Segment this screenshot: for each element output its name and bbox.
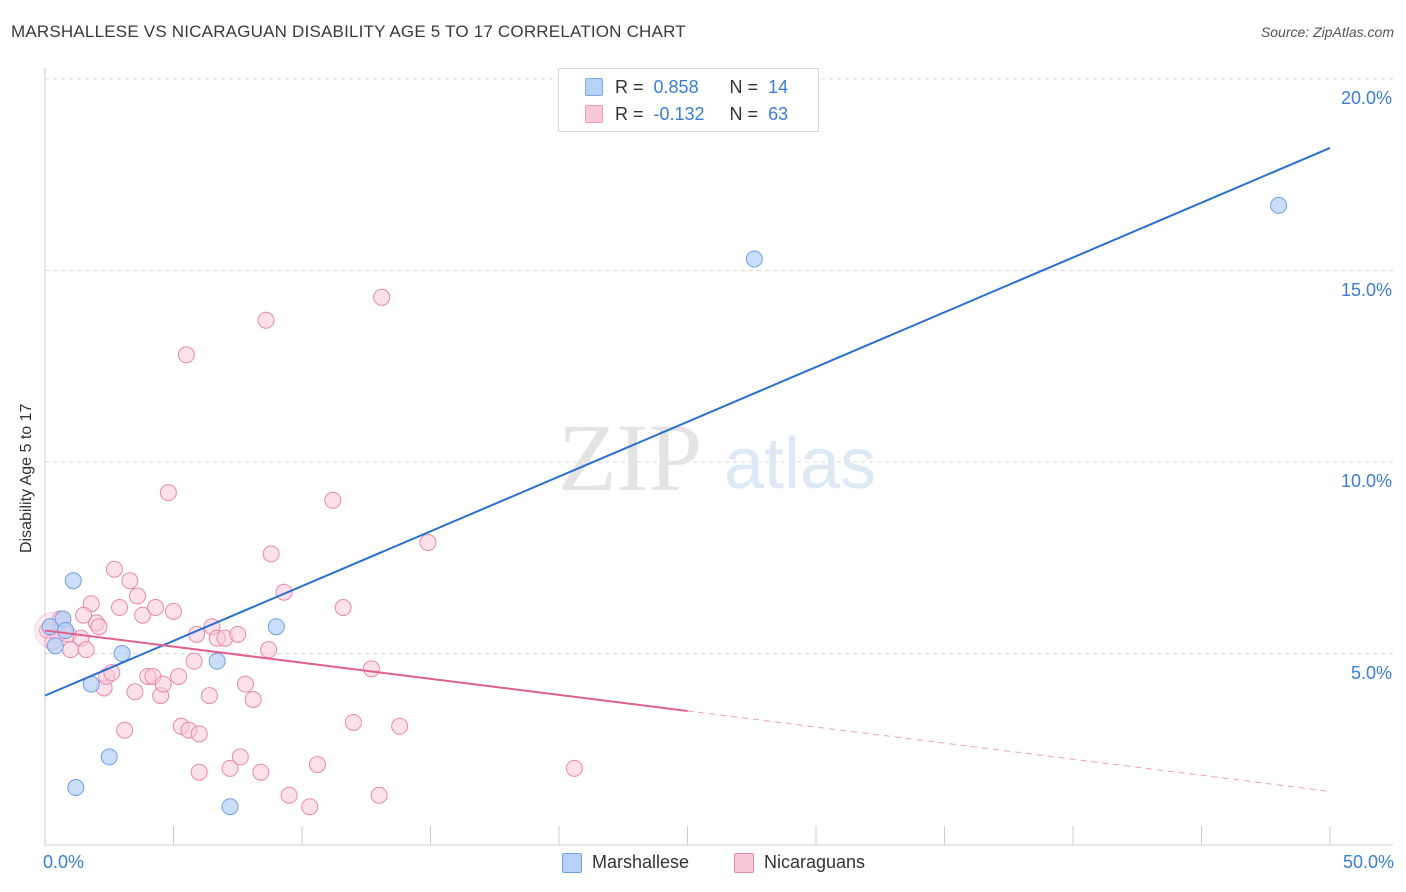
x-tick-label-min: 0.0% (43, 852, 85, 872)
nicaraguans-point (159, 484, 177, 502)
nicaraguans-point (165, 602, 182, 620)
nicaraguans-point (565, 759, 583, 777)
marshallese-legend-swatch (562, 852, 582, 873)
nicaraguans-point (177, 346, 195, 364)
r-value: -0.132 (653, 103, 705, 124)
marshallese-point (221, 798, 239, 816)
marshallese-point (1270, 196, 1288, 214)
nicaraguans-trend-extension (687, 710, 1331, 792)
watermark: ZIP atlas (558, 404, 876, 511)
nicaraguans-point (200, 687, 218, 705)
series-legend: Marshallese Nicaraguans (0, 852, 1406, 878)
nicaraguans-point (221, 759, 239, 777)
marshallese-point (745, 250, 763, 268)
nicaraguans-point (280, 786, 298, 804)
source-credit: Source: ZipAtlas.com (1260, 24, 1394, 40)
y-tick-label: 20.0% (1340, 88, 1392, 108)
nicaraguans-point (90, 618, 108, 636)
legend-item-marshallese: Marshallese (562, 852, 689, 873)
legend-label-nicaraguans: Nicaraguans (764, 852, 866, 872)
n-label: N = (729, 76, 759, 97)
marshallese-points (41, 196, 1288, 816)
nicaraguans-point (111, 599, 129, 617)
trend-lines (44, 147, 1331, 792)
nicaraguans-point (334, 599, 352, 617)
nicaraguans-point (301, 798, 319, 816)
nicaraguans-point (185, 652, 203, 670)
y-axis-label: Disability Age 5 to 17 (18, 403, 35, 553)
nicaraguans-point (308, 756, 326, 774)
nicaraguans-point (260, 641, 278, 659)
nicaraguans-trend-line (44, 629, 688, 712)
nicaraguans-point (190, 763, 208, 781)
r-label: R = (615, 103, 644, 124)
axes (44, 68, 1393, 846)
y-tick-label: 5.0% (1350, 662, 1392, 683)
watermark-zip: ZIP (558, 404, 702, 511)
nicaraguans-point (154, 675, 172, 693)
r-value: 0.858 (653, 76, 699, 97)
y-tick-label: 10.0% (1340, 471, 1392, 491)
marshallese-point (46, 637, 64, 655)
nicaraguans-point (324, 491, 342, 509)
nicaraguans-point (231, 748, 249, 766)
marshallese-point (208, 652, 226, 670)
nicaraguans-point (252, 763, 270, 781)
nicaraguans-point (77, 641, 95, 659)
nicaraguans-point (190, 725, 208, 743)
marshallese-point (57, 622, 75, 640)
nicaraguans-point (362, 660, 380, 678)
n-value: 63 (768, 103, 789, 124)
nicaraguans-point (134, 606, 152, 624)
nicaraguans-point (344, 713, 362, 731)
marshallese-point (113, 645, 131, 662)
legend-row-nicaraguans: R = -0.132 N = 63 (585, 102, 788, 126)
nicaraguans-swatch (585, 105, 603, 123)
marshallese-swatch (585, 78, 603, 96)
nicaraguans-point (147, 599, 165, 617)
watermark-atlas: atlas (724, 424, 876, 504)
correlation-legend: R = 0.858 N = 14 R = -0.132 N = 63 (558, 68, 819, 132)
chart-title: MARSHALLESE VS NICARAGUAN DISABILITY AGE… (11, 22, 686, 41)
nicaraguans-point (262, 545, 280, 563)
y-tick-label: 15.0% (1340, 279, 1392, 300)
nicaraguans-point (236, 675, 254, 693)
nicaraguans-legend-swatch (734, 852, 754, 873)
grid-lines (45, 78, 1393, 654)
nicaraguans-point (75, 606, 93, 624)
legend-label-marshallese: Marshallese (592, 852, 690, 872)
marshallese-point (100, 748, 118, 766)
nicaraguans-point (229, 625, 247, 643)
marshallese-point (267, 618, 285, 636)
nicaraguans-point (129, 587, 147, 605)
marshallese-trend-line (44, 147, 1331, 697)
nicaraguans-point (121, 572, 139, 590)
marshallese-point (67, 779, 85, 797)
nicaraguans-point (257, 311, 275, 329)
r-label: R = (615, 76, 644, 97)
nicaraguans-point (391, 717, 409, 735)
n-label: N = (729, 103, 759, 124)
nicaraguans-point (370, 786, 388, 804)
legend-item-nicaraguans: Nicaraguans (734, 852, 865, 873)
nicaraguans-point (244, 690, 262, 708)
n-value: 14 (768, 76, 789, 97)
nicaraguans-points (34, 288, 583, 816)
x-tick-label-max: 50.0% (1342, 852, 1394, 872)
nicaraguans-point (126, 683, 144, 701)
nicaraguans-point (170, 667, 188, 685)
nicaraguans-point (105, 560, 123, 578)
nicaraguans-point (116, 721, 134, 739)
nicaraguans-point (373, 288, 391, 306)
marshallese-point (64, 572, 82, 590)
legend-row-marshallese: R = 0.858 N = 14 (585, 75, 788, 99)
nicaraguans-point (419, 533, 437, 551)
